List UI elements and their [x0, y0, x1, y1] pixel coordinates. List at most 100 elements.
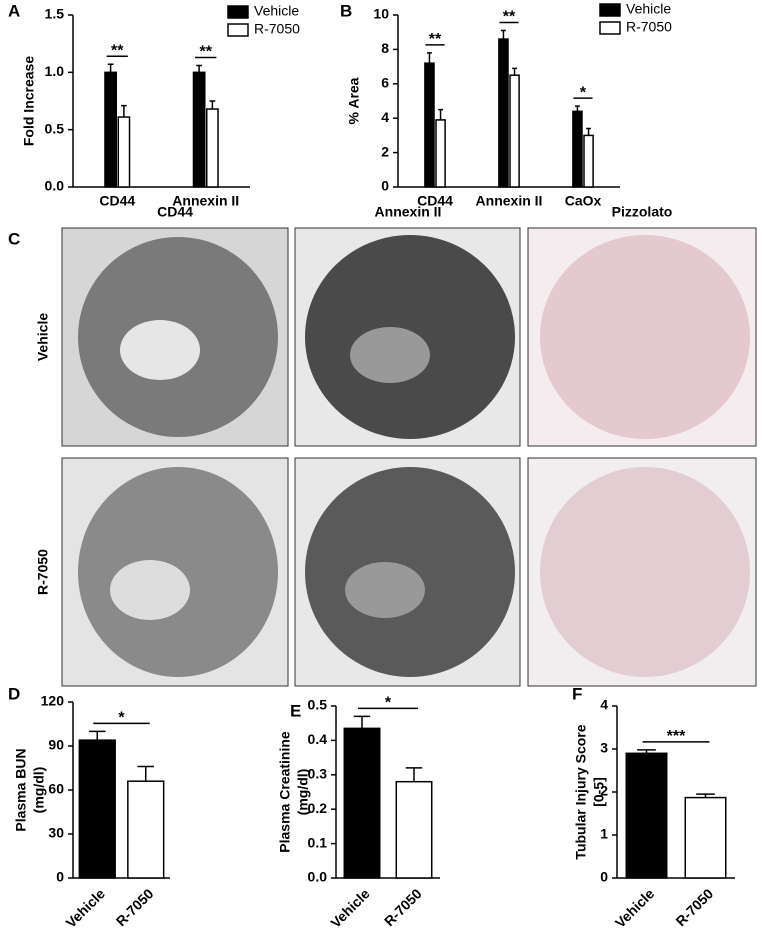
- bar: [343, 727, 381, 879]
- bar: [684, 796, 727, 879]
- error-bar: [196, 64, 203, 73]
- panel-label: C: [8, 229, 20, 248]
- bar: [572, 110, 583, 188]
- y-tick-label: 0.3: [308, 766, 328, 782]
- y-tick-label: 6: [381, 75, 389, 91]
- y-tick-label: 0.4: [308, 731, 328, 747]
- row-label: Vehicle: [35, 313, 51, 361]
- row-label: R-7050: [35, 549, 51, 595]
- x-tick-label: R-7050: [381, 885, 425, 929]
- x-tick-label: CaOx: [565, 193, 602, 209]
- bar: [395, 780, 433, 879]
- x-tick-label: R-7050: [113, 885, 157, 929]
- y-tick-label: 4: [381, 109, 389, 125]
- y-tick-label: 30: [48, 825, 64, 841]
- y-tick-label: 1.5: [45, 6, 65, 22]
- column-label: Annexin II: [375, 204, 442, 220]
- significance-label: **: [503, 9, 516, 26]
- y-axis-label: Plasma Creatinine: [277, 731, 293, 853]
- significance-label: **: [111, 43, 124, 60]
- x-tick-label: Vehicle: [612, 885, 658, 931]
- error-bar: [575, 105, 580, 112]
- y-tick-label: 0.1: [308, 834, 328, 850]
- bar: [509, 74, 520, 188]
- y-tick-label: 2: [381, 143, 389, 159]
- error-bar: [637, 749, 656, 754]
- x-tick-label: CD44: [99, 193, 135, 209]
- y-tick-label: 120: [41, 693, 65, 709]
- x-tick-label: Vehicle: [327, 885, 373, 931]
- error-bar: [107, 63, 114, 73]
- y-tick-label: 8: [381, 40, 389, 56]
- y-tick-label: 1.0: [45, 63, 65, 79]
- error-bar: [353, 715, 371, 729]
- panel-label: A: [8, 1, 20, 20]
- error-bar: [512, 67, 517, 76]
- x-tick-label: Vehicle: [63, 885, 109, 931]
- significance-label: *: [118, 710, 125, 727]
- y-axis-label: [0-5]: [591, 777, 607, 807]
- legend-swatch: [599, 3, 621, 17]
- y-axis-label: Fold Increase: [21, 56, 37, 146]
- x-tick-label: R-7050: [672, 885, 716, 929]
- significance-label: **: [429, 31, 442, 48]
- bar: [435, 119, 446, 188]
- error-bar: [501, 29, 506, 40]
- y-tick-label: 0.0: [308, 869, 328, 885]
- image-panel: C CD44 Annexin II Pizzolato Vehicle R-70…: [8, 204, 757, 687]
- bar: [498, 38, 509, 188]
- legend-label: R-7050: [626, 19, 672, 35]
- y-tick-label: 0: [600, 869, 608, 885]
- y-tick-label: 0.2: [308, 800, 328, 816]
- tissue: [345, 562, 425, 618]
- column-label: CD44: [157, 204, 193, 220]
- bar: [104, 71, 117, 188]
- legend-swatch: [227, 23, 249, 37]
- y-axis-label: % Area: [346, 77, 362, 124]
- error-bar: [427, 52, 432, 64]
- panel-label: F: [572, 684, 582, 703]
- bar: [192, 71, 206, 188]
- x-tick-label: Annexin II: [172, 193, 239, 209]
- y-axis-label: Tubular Injury Score: [573, 724, 589, 859]
- tissue: [350, 327, 430, 383]
- x-tick-label: CD44: [417, 193, 453, 209]
- y-tick-label: 0: [56, 869, 64, 885]
- significance-label: *: [385, 695, 392, 712]
- bar: [424, 62, 435, 188]
- y-tick-label: 3: [600, 740, 608, 756]
- y-tick-label: 4: [600, 697, 608, 713]
- y-tick-label: 0: [381, 178, 389, 194]
- legend-swatch: [227, 5, 249, 19]
- tissue: [120, 320, 200, 380]
- panel-label: E: [290, 701, 301, 720]
- tissue: [110, 560, 190, 620]
- significance-label: ***: [667, 728, 686, 745]
- error-bar: [696, 793, 715, 798]
- y-tick-label: 90: [48, 737, 64, 753]
- legend-swatch: [599, 21, 621, 35]
- significance-label: **: [200, 44, 213, 61]
- bar: [127, 780, 165, 879]
- y-tick-label: 10: [373, 6, 389, 22]
- legend-label: R-7050: [254, 21, 300, 37]
- tissue: [540, 467, 750, 677]
- error-bar: [120, 104, 127, 118]
- bar: [583, 134, 594, 188]
- y-axis-label: (mg/dl): [31, 767, 47, 814]
- panel-label: B: [340, 1, 352, 20]
- y-tick-label: 0.0: [45, 178, 65, 194]
- y-axis-label: Plasma BUN: [13, 748, 29, 831]
- error-bar: [88, 730, 106, 741]
- significance-label: *: [580, 84, 587, 101]
- y-tick-label: 1: [600, 826, 608, 842]
- bar: [117, 116, 131, 188]
- y-tick-label: 0.5: [45, 120, 65, 136]
- y-tick-label: 0.5: [308, 697, 328, 713]
- bar: [206, 108, 219, 188]
- bar: [625, 752, 668, 879]
- error-bar: [405, 767, 423, 782]
- y-tick-label: 60: [48, 781, 64, 797]
- legend-label: Vehicle: [626, 1, 671, 17]
- y-axis-label: (mg/dl): [295, 769, 311, 816]
